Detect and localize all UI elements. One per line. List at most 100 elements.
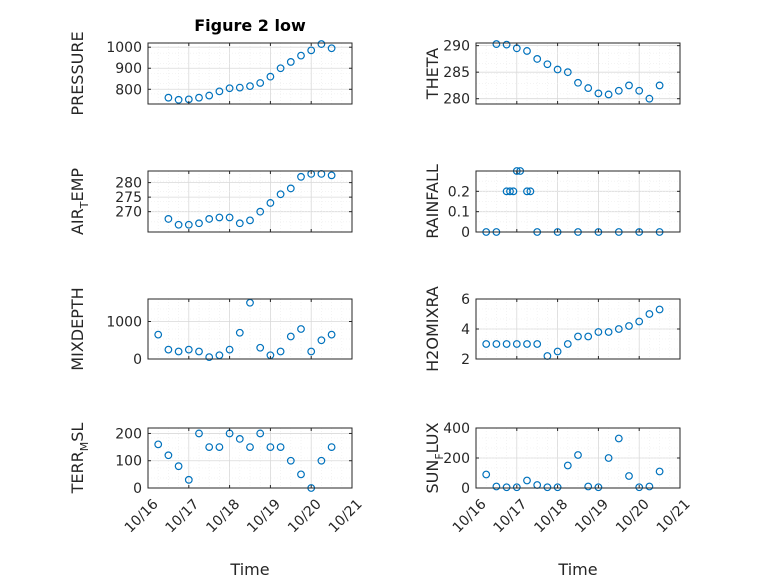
data-point <box>574 451 582 459</box>
data-point <box>205 353 214 362</box>
x-tick-label-group: 10/16 <box>122 496 162 536</box>
data-point <box>502 340 511 348</box>
data-point <box>492 340 501 348</box>
data-point <box>625 472 633 480</box>
data-point <box>195 219 203 228</box>
x-tick-label: 10/18 <box>531 496 571 536</box>
y-axis-label-text: PRESSURE <box>68 31 87 115</box>
data-point <box>205 91 214 100</box>
data-point <box>154 440 163 449</box>
data-point <box>563 461 572 470</box>
y-axis-label: AIRTEMP <box>68 168 91 235</box>
y-tick-label: 285 <box>443 65 470 81</box>
data-point <box>553 65 562 74</box>
y-tick-label: 290 <box>443 39 470 55</box>
data-point <box>502 483 511 492</box>
data-point <box>553 347 562 356</box>
data-point <box>492 482 501 491</box>
data-point <box>635 317 644 326</box>
y-axis-label: PRESSURE <box>68 31 87 115</box>
x-tick-label: 10/18 <box>203 496 243 536</box>
data-point <box>297 325 305 333</box>
data-point <box>625 322 633 330</box>
data-point <box>533 55 542 63</box>
data-point <box>509 187 518 196</box>
x-tick-label: 10/21 <box>654 496 694 536</box>
data-point <box>256 343 265 352</box>
data-point <box>164 215 173 223</box>
y-axis-label-text: AIRTEMP <box>68 168 91 235</box>
data-point <box>307 46 316 55</box>
data-point <box>164 451 173 460</box>
x-tick-label-group: 10/18 <box>203 496 243 536</box>
axes-box <box>147 42 353 105</box>
data-point <box>164 93 173 102</box>
data-point <box>276 443 285 451</box>
y-tick-label: 270 <box>115 205 142 221</box>
data-point <box>286 456 295 465</box>
data-point <box>215 351 224 360</box>
data-point <box>502 40 511 49</box>
data-point <box>286 58 295 66</box>
axes-box <box>475 42 681 105</box>
y-tick-label: 280 <box>115 176 142 192</box>
data-point <box>266 443 275 451</box>
data-point <box>594 328 603 336</box>
y-tick-label: 4 <box>461 322 470 338</box>
data-point <box>614 86 623 95</box>
x-tick-label-group: 10/17 <box>163 496 203 536</box>
data-point <box>184 220 193 229</box>
data-point <box>215 213 224 222</box>
x-axis-label: Time <box>557 560 597 579</box>
data-point <box>286 184 295 193</box>
data-point <box>523 476 531 485</box>
x-tick-label: 10/21 <box>326 496 366 536</box>
axes-box <box>147 170 353 233</box>
data-point <box>523 47 531 55</box>
y-axis-label-text: SUNFLUX <box>423 422 446 493</box>
data-point <box>594 89 603 98</box>
data-point <box>526 187 535 196</box>
data-point <box>645 310 654 318</box>
data-point <box>327 330 336 339</box>
data-point <box>614 434 623 443</box>
data-point <box>205 443 214 451</box>
chart-title: Figure 2 low <box>194 16 306 35</box>
subplot-4: 0 0.1 0.2 RAINFALL <box>423 164 681 241</box>
data-point <box>523 187 531 196</box>
data-point <box>276 64 285 73</box>
y-tick-label: 275 <box>115 190 142 206</box>
x-tick-label-group: 10/17 <box>491 496 531 536</box>
subplot-1: 800 900 1000 PRESSURE Figure 2 low <box>68 16 353 116</box>
data-point <box>164 345 173 354</box>
x-tick-label: 10/17 <box>163 496 203 536</box>
data-point <box>297 470 305 479</box>
y-tick-label: 200 <box>443 451 470 467</box>
y-axis-label: SUNFLUX <box>423 422 446 493</box>
y-axis-label: TERRMSL <box>68 423 91 495</box>
data-point <box>594 483 603 492</box>
data-point <box>195 93 203 102</box>
y-tick-label: 1000 <box>106 315 142 331</box>
data-point <box>584 482 593 491</box>
data-point <box>256 79 265 87</box>
data-point <box>276 190 285 199</box>
data-point <box>246 82 254 91</box>
y-tick-label: 0 <box>461 225 470 241</box>
x-tick-label: 10/20 <box>285 496 325 536</box>
data-point <box>256 429 265 438</box>
data-point <box>512 483 521 492</box>
x-tick-label-group: 10/21 <box>326 496 366 536</box>
data-point <box>563 340 572 348</box>
data-point <box>246 443 254 451</box>
x-axis-label: Time <box>229 560 269 579</box>
data-point <box>174 347 183 356</box>
x-tick-label-group: 10/20 <box>613 496 653 536</box>
data-point <box>235 83 244 92</box>
data-point <box>195 429 203 438</box>
axes-box <box>147 298 353 360</box>
x-tick-label-group: 10/19 <box>244 496 284 536</box>
x-tick-label: 10/20 <box>613 496 653 536</box>
